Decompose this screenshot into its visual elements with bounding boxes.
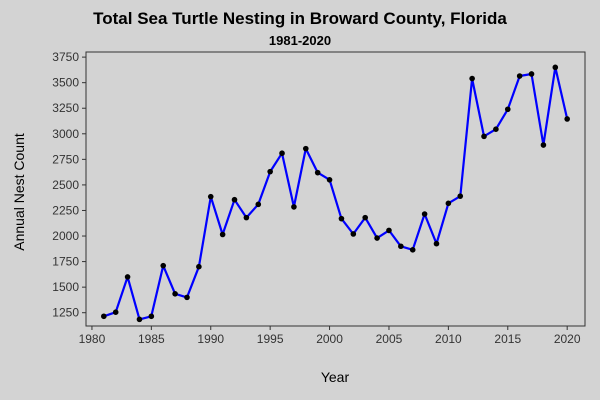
data-point [101,313,107,320]
chart-title: Total Sea Turtle Nesting in Broward Coun… [93,9,507,28]
x-tick-label: 1980 [79,332,106,346]
data-point [207,193,214,200]
data-point [279,150,285,157]
data-point [433,240,440,247]
x-axis: 1980 1985 1990 1995 2000 2005 2010 2015 2020 [79,326,581,346]
y-tick-label: 2000 [52,229,79,243]
x-tick-label: 2015 [494,332,521,346]
data-point [398,243,404,250]
data-point [231,196,238,203]
x-tick-label: 1985 [138,332,165,346]
data-point [314,169,321,176]
data-point [552,64,559,71]
data-point [350,231,357,237]
x-tick-label: 2020 [554,332,581,346]
data-point [564,116,570,122]
y-tick-label: 3250 [52,101,79,115]
data-point [302,145,309,152]
data-point [267,168,273,175]
y-tick-label: 1250 [52,306,79,320]
data-point [504,106,511,113]
data-point [124,274,131,280]
data-point [196,263,202,270]
data-point [255,201,262,208]
data-point [528,71,535,77]
data-point [219,231,226,238]
data-point [136,316,143,323]
data-point [338,215,345,222]
data-point [148,313,155,320]
y-tick-label: 1750 [52,255,79,269]
y-tick-label: 3750 [52,50,79,64]
data-point [362,214,369,221]
data-point [374,235,380,241]
y-axis: 1250 1500 1750 2000 2250 2500 2750 3000 3250 3500… [52,50,86,320]
chart-subtitle: 1981-2020 [269,33,331,48]
data-point [291,204,297,210]
data-point [243,214,250,221]
plot-area-border [85,51,586,327]
y-tick-label: 1500 [52,280,79,294]
x-tick-label: 1990 [197,332,224,346]
series-line [103,66,569,321]
data-point [386,227,392,234]
data-point [457,193,464,199]
y-tick-label: 2500 [52,178,79,192]
data-point [160,262,167,269]
data-point [493,126,499,132]
data-point [421,211,428,217]
y-axis-title: Annual Nest Count [11,133,27,251]
x-tick-label: 2000 [316,332,343,346]
data-point [184,294,190,301]
y-tick-label: 2250 [52,203,79,217]
data-point [445,200,452,207]
x-tick-label: 1995 [257,332,284,346]
x-axis-title: Year [321,369,350,385]
series-group [101,64,570,323]
data-point [326,176,333,183]
data-point [112,309,119,315]
y-tick-label: 2750 [52,152,79,166]
x-tick-label: 2010 [435,332,462,346]
data-point [516,73,523,79]
data-point [409,247,416,253]
y-tick-label: 3000 [52,127,79,141]
data-point [172,290,178,297]
data-point [469,75,475,82]
x-tick-label: 2005 [376,332,403,346]
y-tick-label: 3500 [52,76,79,90]
data-point [540,142,547,148]
data-point [481,133,487,140]
